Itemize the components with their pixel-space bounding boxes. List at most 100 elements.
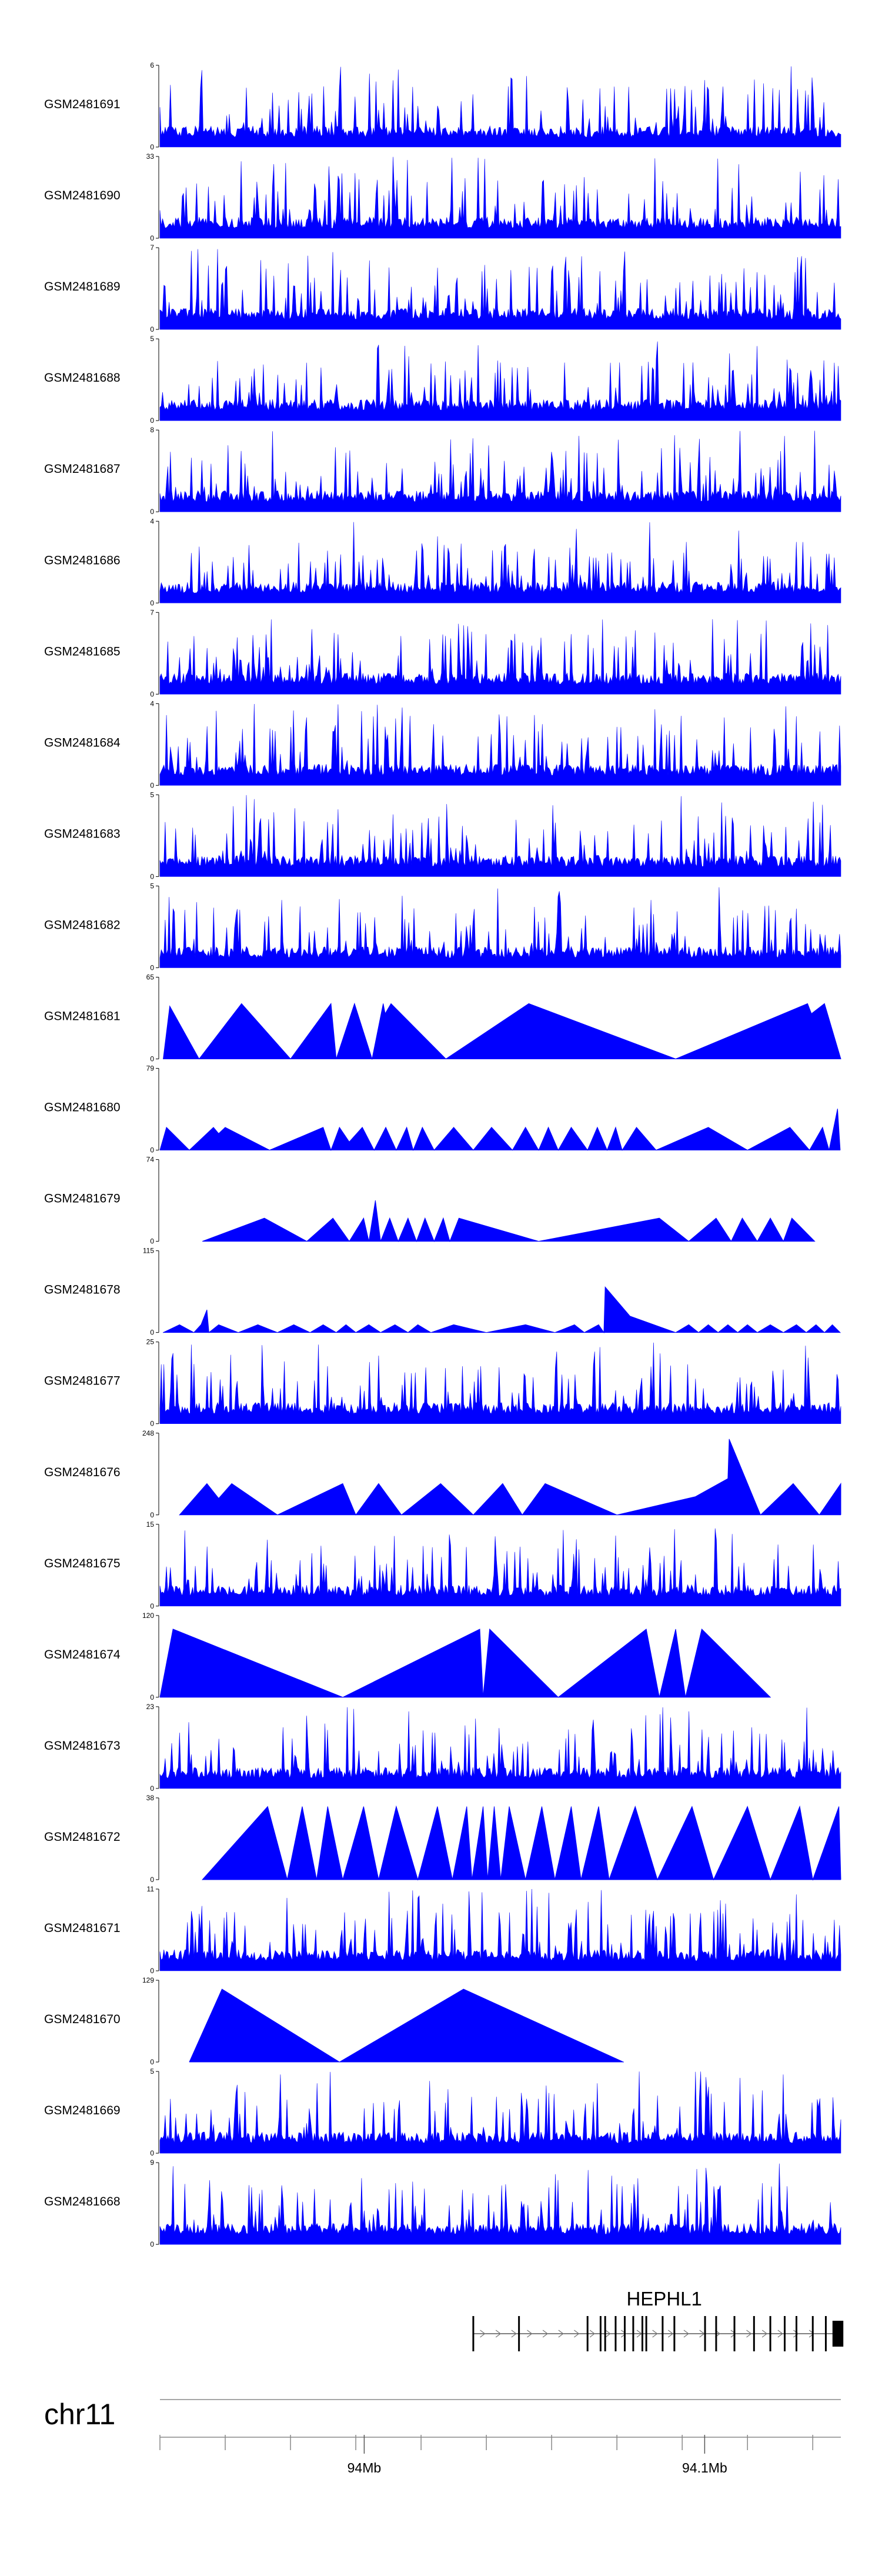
coverage-area — [202, 1805, 841, 1881]
coverage-area — [159, 703, 841, 786]
y-zero-label: 0 — [150, 1420, 154, 1428]
coverage-area — [159, 249, 841, 330]
y-zero-label: 0 — [150, 2240, 154, 2248]
track-GSM2481672: GSM2481672 38 0 — [44, 1794, 841, 1884]
track-label: GSM2481671 — [44, 1921, 121, 1935]
y-zero-label: 0 — [150, 1146, 154, 1154]
y-max-label: 9 — [150, 2158, 154, 2167]
track-GSM2481687: GSM2481687 8 0 — [44, 426, 841, 516]
track-GSM2481674: GSM2481674 120 0 — [44, 1611, 771, 1701]
track-GSM2481668: GSM2481668 9 0 — [44, 2158, 841, 2248]
y-max-label: 129 — [142, 1976, 154, 1984]
coverage-area — [159, 1707, 841, 1789]
y-zero-label: 0 — [150, 143, 154, 151]
track-GSM2481676: GSM2481676 248 0 — [44, 1429, 841, 1519]
track-label: GSM2481680 — [44, 1101, 121, 1115]
y-zero-label: 0 — [150, 416, 154, 425]
coverage-area — [159, 2071, 841, 2154]
y-max-label: 79 — [146, 1065, 155, 1073]
y-zero-label: 0 — [150, 1329, 154, 1337]
strand-arrow — [793, 2330, 799, 2338]
track-GSM2481691: GSM2481691 6 0 — [44, 61, 841, 151]
track-GSM2481679: GSM2481679 74 0 — [44, 1156, 816, 1246]
y-max-label: 8 — [150, 426, 154, 434]
y-zero-label: 0 — [150, 234, 154, 242]
track-label: GSM2481681 — [44, 1010, 121, 1023]
y-zero-label: 0 — [150, 963, 154, 972]
y-max-label: 7 — [150, 608, 154, 616]
y-max-label: 115 — [143, 1247, 154, 1255]
y-zero-label: 0 — [150, 1693, 154, 1701]
strand-arrow — [542, 2330, 549, 2338]
track-GSM2481669: GSM2481669 5 0 — [44, 2067, 841, 2157]
coverage-area — [179, 1439, 841, 1516]
strand-arrow — [605, 2330, 611, 2338]
coverage-area — [159, 66, 841, 148]
coverage-area — [189, 1988, 624, 2063]
y-max-label: 7 — [150, 243, 154, 252]
track-label: GSM2481679 — [44, 1192, 121, 1206]
track-GSM2481689: GSM2481689 7 0 — [44, 243, 841, 333]
y-max-label: 5 — [150, 335, 154, 343]
coverage-area — [159, 1528, 841, 1607]
track-GSM2481683: GSM2481683 5 0 — [44, 790, 841, 880]
track-label: GSM2481677 — [44, 1374, 121, 1388]
y-max-label: 5 — [150, 882, 154, 890]
chromosome-label: chr11 — [44, 2398, 115, 2431]
track-GSM2481678: GSM2481678 115 0 — [44, 1247, 841, 1337]
strand-arrow — [558, 2330, 564, 2338]
strand-arrow — [527, 2330, 533, 2338]
coverage-area — [159, 795, 841, 877]
y-zero-label: 0 — [150, 1967, 154, 1975]
coverage-area — [159, 1109, 841, 1152]
axis-tick-label: 94Mb — [348, 2460, 382, 2475]
coverage-area — [159, 1628, 771, 1699]
axis-tick-label: 94.1Mb — [682, 2460, 727, 2475]
coverage-area — [159, 619, 841, 695]
strand-arrow — [777, 2330, 783, 2338]
track-GSM2481688: GSM2481688 5 0 — [44, 335, 841, 425]
strand-arrow — [761, 2330, 768, 2338]
y-max-label: 6 — [150, 61, 154, 69]
track-label: GSM2481683 — [44, 827, 121, 840]
y-zero-label: 0 — [150, 690, 154, 698]
y-zero-label: 0 — [150, 508, 154, 516]
track-GSM2481673: GSM2481673 23 0 — [44, 1703, 841, 1793]
y-zero-label: 0 — [150, 1511, 154, 1519]
track-label: GSM2481691 — [44, 98, 121, 111]
track-label: GSM2481676 — [44, 1466, 121, 1479]
strand-arrow — [683, 2330, 689, 2338]
coverage-area — [159, 156, 841, 239]
track-GSM2481690: GSM2481690 33 0 — [44, 152, 841, 242]
coverage-area — [159, 1888, 841, 1971]
y-zero-label: 0 — [150, 781, 154, 789]
track-GSM2481685: GSM2481685 7 0 — [44, 608, 841, 698]
y-zero-label: 0 — [150, 325, 154, 333]
track-label: GSM2481674 — [44, 1648, 121, 1661]
track-label: GSM2481690 — [44, 189, 121, 202]
track-label: GSM2481678 — [44, 1283, 121, 1297]
track-label: GSM2481686 — [44, 553, 121, 567]
coverage-area — [159, 522, 841, 603]
strand-arrow — [480, 2330, 486, 2338]
track-GSM2481670: GSM2481670 129 0 — [44, 1976, 624, 2066]
track-label: GSM2481684 — [44, 736, 121, 749]
track-label: GSM2481687 — [44, 462, 121, 476]
track-GSM2481671: GSM2481671 11 0 — [44, 1885, 841, 1975]
track-label: GSM2481673 — [44, 1739, 121, 1753]
y-max-label: 15 — [146, 1520, 155, 1529]
track-GSM2481677: GSM2481677 25 0 — [44, 1338, 841, 1428]
track-GSM2481681: GSM2481681 65 0 — [44, 973, 841, 1063]
coverage-area — [159, 431, 841, 512]
y-zero-label: 0 — [150, 872, 154, 880]
y-zero-label: 0 — [150, 1784, 154, 1793]
y-max-label: 23 — [146, 1703, 155, 1711]
track-GSM2481686: GSM2481686 4 0 — [44, 517, 841, 607]
strand-arrow — [621, 2330, 627, 2338]
y-zero-label: 0 — [150, 1602, 154, 1610]
track-label: GSM2481689 — [44, 280, 121, 293]
track-label: GSM2481675 — [44, 1557, 121, 1570]
y-max-label: 5 — [150, 2067, 154, 2076]
gene-model: HEPHL1 — [472, 2288, 844, 2351]
